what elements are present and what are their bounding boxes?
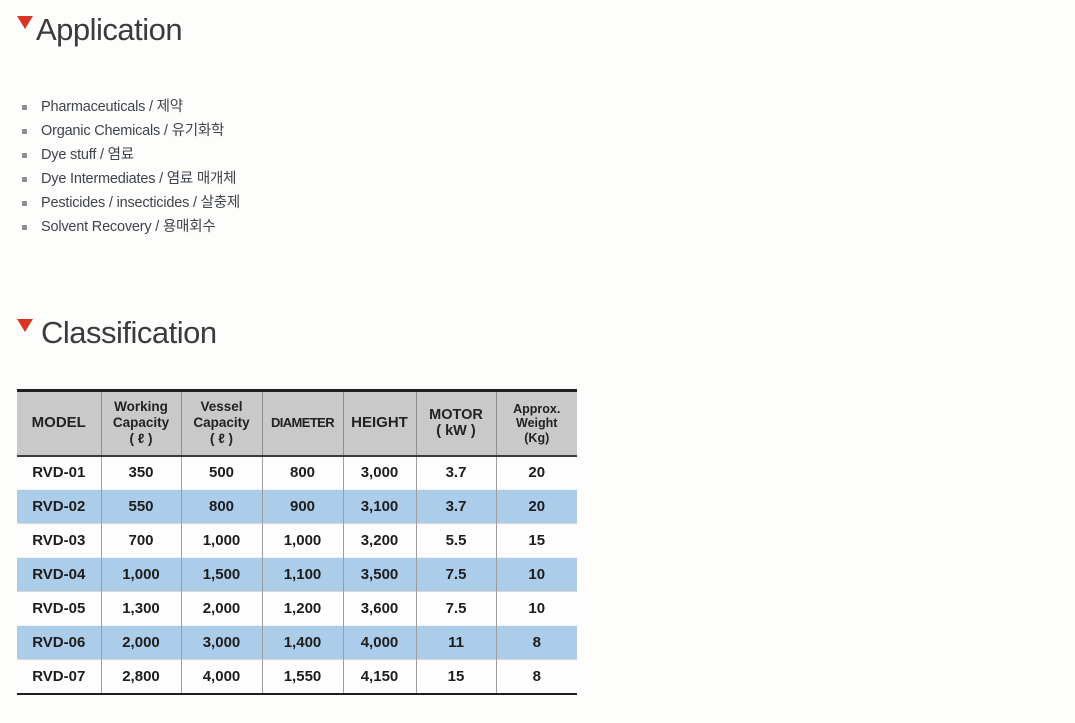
model-cell: RVD-07 bbox=[17, 659, 101, 694]
square-bullet-icon bbox=[22, 153, 27, 158]
classification-title: Classification bbox=[41, 315, 217, 350]
table-header: MODEL Working Capacity ( ℓ ) Vessel Capa… bbox=[17, 390, 577, 457]
column-header-diameter: DIAMETER bbox=[261, 390, 343, 457]
value-cell: 1,550 bbox=[261, 659, 343, 694]
value-cell: 3,100 bbox=[342, 489, 416, 524]
square-bullet-icon bbox=[22, 201, 27, 206]
value-cell: 2,000 bbox=[180, 591, 262, 626]
value-cell: 3,200 bbox=[342, 523, 416, 558]
table-row: RVD-07 2,800 4,000 1,550 4,150 15 8 bbox=[17, 659, 577, 694]
list-item: Solvent Recovery / 용매회수 bbox=[22, 215, 240, 239]
model-cell: RVD-03 bbox=[17, 523, 101, 558]
value-cell: 350 bbox=[100, 455, 181, 490]
column-header-motor: MOTOR ( kW ) bbox=[415, 390, 496, 457]
column-header-model: MODEL bbox=[17, 390, 101, 457]
column-header-height: HEIGHT bbox=[342, 390, 416, 457]
model-cell: RVD-04 bbox=[17, 557, 101, 592]
value-cell: 1,000 bbox=[261, 523, 343, 558]
classification-section-heading: Classification bbox=[17, 314, 217, 352]
value-cell: 900 bbox=[261, 489, 343, 524]
list-item: Organic Chemicals / 유기화학 bbox=[22, 119, 240, 143]
value-cell: 700 bbox=[100, 523, 181, 558]
list-item: Pesticides / insecticides / 살충제 bbox=[22, 191, 240, 215]
value-cell: 2,000 bbox=[100, 625, 181, 660]
value-cell: 15 bbox=[495, 523, 577, 558]
classification-table-container: MODEL Working Capacity ( ℓ ) Vessel Capa… bbox=[17, 389, 577, 695]
value-cell: 2,800 bbox=[100, 659, 181, 694]
model-cell: RVD-02 bbox=[17, 489, 101, 524]
square-bullet-icon bbox=[22, 177, 27, 182]
value-cell: 1,100 bbox=[261, 557, 343, 592]
list-item-label: Dye stuff / 염료 bbox=[41, 147, 134, 163]
application-section-heading: Application bbox=[17, 11, 183, 49]
list-item-label: Organic Chemicals / 유기화학 bbox=[41, 123, 225, 139]
value-cell: 8 bbox=[495, 625, 577, 660]
value-cell: 1,400 bbox=[261, 625, 343, 660]
red-triangle-icon bbox=[17, 16, 33, 29]
square-bullet-icon bbox=[22, 105, 27, 110]
model-cell: RVD-05 bbox=[17, 591, 101, 626]
value-cell: 5.5 bbox=[415, 523, 496, 558]
table-row: RVD-05 1,300 2,000 1,200 3,600 7.5 10 bbox=[17, 591, 577, 626]
value-cell: 3,000 bbox=[180, 625, 262, 660]
list-item: Pharmaceuticals / 제약 bbox=[22, 95, 240, 119]
classification-table: MODEL Working Capacity ( ℓ ) Vessel Capa… bbox=[17, 389, 577, 695]
value-cell: 4,150 bbox=[342, 659, 416, 694]
value-cell: 550 bbox=[100, 489, 181, 524]
list-item-label: Dye Intermediates / 염료 매개체 bbox=[41, 171, 237, 187]
table-row: RVD-01 350 500 800 3,000 3.7 20 bbox=[17, 455, 577, 490]
value-cell: 7.5 bbox=[415, 591, 496, 626]
value-cell: 15 bbox=[415, 659, 496, 694]
value-cell: 3.7 bbox=[415, 455, 496, 490]
red-triangle-icon bbox=[17, 319, 33, 332]
list-item: Dye stuff / 염료 bbox=[22, 143, 240, 167]
square-bullet-icon bbox=[22, 225, 27, 230]
table-header-row: MODEL Working Capacity ( ℓ ) Vessel Capa… bbox=[17, 390, 577, 457]
column-header-vessel-capacity: Vessel Capacity ( ℓ ) bbox=[180, 390, 262, 457]
square-bullet-icon bbox=[22, 129, 27, 134]
model-cell: RVD-06 bbox=[17, 625, 101, 660]
value-cell: 3,500 bbox=[342, 557, 416, 592]
table-body: RVD-01 350 500 800 3,000 3.7 20 RVD-02 550 800 900… bbox=[17, 455, 577, 694]
value-cell: 20 bbox=[495, 489, 577, 524]
value-cell: 800 bbox=[180, 489, 262, 524]
value-cell: 20 bbox=[495, 455, 577, 490]
value-cell: 3,000 bbox=[342, 455, 416, 490]
value-cell: 10 bbox=[495, 557, 577, 592]
value-cell: 800 bbox=[261, 455, 343, 490]
value-cell: 1,500 bbox=[180, 557, 262, 592]
list-item-label: Solvent Recovery / 용매회수 bbox=[41, 219, 216, 235]
list-item-label: Pharmaceuticals / 제약 bbox=[41, 99, 183, 115]
value-cell: 1,000 bbox=[100, 557, 181, 592]
application-list: Pharmaceuticals / 제약 Organic Chemicals /… bbox=[22, 95, 240, 239]
column-header-weight: Approx. Weight (Kg) bbox=[495, 390, 577, 457]
value-cell: 4,000 bbox=[180, 659, 262, 694]
column-header-working-capacity: Working Capacity ( ℓ ) bbox=[100, 390, 181, 457]
application-title: Application bbox=[36, 12, 183, 47]
value-cell: 11 bbox=[415, 625, 496, 660]
value-cell: 1,300 bbox=[100, 591, 181, 626]
value-cell: 10 bbox=[495, 591, 577, 626]
value-cell: 1,000 bbox=[180, 523, 262, 558]
value-cell: 500 bbox=[180, 455, 262, 490]
table-row: RVD-02 550 800 900 3,100 3.7 20 bbox=[17, 489, 577, 524]
value-cell: 3,600 bbox=[342, 591, 416, 626]
list-item: Dye Intermediates / 염료 매개체 bbox=[22, 167, 240, 191]
table-row: RVD-06 2,000 3,000 1,400 4,000 11 8 bbox=[17, 625, 577, 660]
table-row: RVD-04 1,000 1,500 1,100 3,500 7.5 10 bbox=[17, 557, 577, 592]
value-cell: 8 bbox=[495, 659, 577, 694]
value-cell: 4,000 bbox=[342, 625, 416, 660]
value-cell: 1,200 bbox=[261, 591, 343, 626]
model-cell: RVD-01 bbox=[17, 455, 101, 490]
value-cell: 3.7 bbox=[415, 489, 496, 524]
list-item-label: Pesticides / insecticides / 살충제 bbox=[41, 195, 241, 211]
value-cell: 7.5 bbox=[415, 557, 496, 592]
table-row: RVD-03 700 1,000 1,000 3,200 5.5 15 bbox=[17, 523, 577, 558]
